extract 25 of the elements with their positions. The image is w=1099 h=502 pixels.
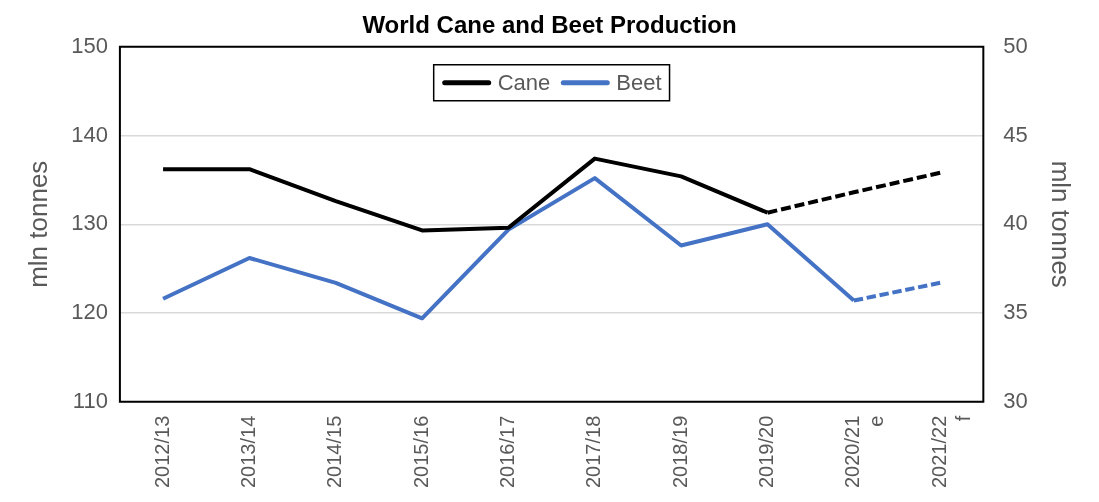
- y2-axis-title: mln tonnes: [1046, 160, 1077, 288]
- x-tick-label: 2014/15: [323, 415, 346, 488]
- y2-tick-label: 50: [1003, 32, 1028, 58]
- y2-tick-label: 35: [1003, 299, 1028, 325]
- legend-label: Beet: [616, 69, 662, 95]
- x-tick-label: 2015/16: [409, 415, 432, 488]
- y-tick-label: 140: [71, 121, 108, 147]
- y-axis-title: mln tonnes: [22, 160, 53, 288]
- x-tick-label: 2018/19: [668, 415, 691, 488]
- y-tick-label: 110: [72, 387, 108, 413]
- y-tick-label: 120: [71, 299, 108, 325]
- y-tick-label: 130: [71, 210, 108, 236]
- x-tick-label: 2013/14: [236, 415, 259, 488]
- y2-tick-label: 40: [1003, 210, 1028, 236]
- x-tick-label: 2017/18: [582, 415, 605, 488]
- y-tick-label: 150: [71, 32, 108, 58]
- chart-title: World Cane and Beet Production: [362, 11, 737, 39]
- x-tick-label: 2012/13: [150, 415, 173, 488]
- legend-label: Cane: [497, 69, 551, 95]
- y2-tick-label: 30: [1003, 387, 1028, 413]
- y2-tick-label: 45: [1003, 121, 1028, 147]
- category-label: 2020/21 e: [841, 415, 888, 488]
- category-label: 2021/22 f: [927, 415, 974, 488]
- x-tick-label: 2016/17: [495, 415, 518, 488]
- x-tick-label: 2019/20: [754, 415, 777, 488]
